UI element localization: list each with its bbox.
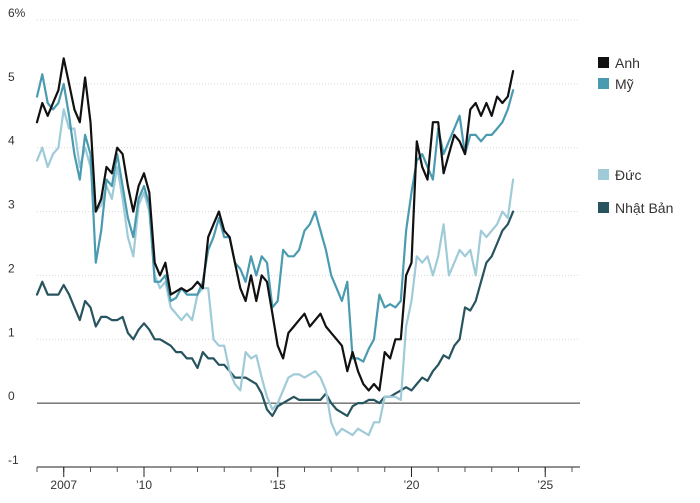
x-tick-label: 2007 xyxy=(50,478,77,492)
series-lines xyxy=(35,57,515,437)
legend-swatch xyxy=(598,78,609,89)
legend-label: Đức xyxy=(615,167,641,183)
legend-swatch xyxy=(598,57,609,68)
series-line-1 xyxy=(35,73,515,363)
legend-label: Mỹ xyxy=(615,76,634,92)
x-axis: 2007 ’10 ’15 ’20 ’25 xyxy=(36,466,580,492)
y-tick-label: 1 xyxy=(8,325,15,339)
x-tick-label: ’10 xyxy=(136,478,152,492)
y-tick-label: 0 xyxy=(8,389,15,403)
series-line-0 xyxy=(35,57,515,392)
y-axis: 6% 5 4 3 2 1 0 -1 xyxy=(8,6,26,467)
y-tick-label: 3 xyxy=(8,198,15,212)
y-tick-label: 2 xyxy=(8,261,15,275)
y-tick-label: 6% xyxy=(8,6,26,20)
x-tick-label: ’25 xyxy=(537,478,553,492)
legend-swatch xyxy=(598,202,609,213)
y-tick-label: -1 xyxy=(8,453,19,467)
y-tick-label: 4 xyxy=(8,134,15,148)
x-tick-label: ’15 xyxy=(270,478,286,492)
x-tick-label: ’20 xyxy=(403,478,419,492)
legend-label: Anh xyxy=(615,55,640,71)
legend-label: Nhật Bản xyxy=(615,200,673,216)
legend-swatch xyxy=(598,169,609,180)
series-line-2 xyxy=(35,108,515,437)
y-tick-label: 5 xyxy=(8,70,15,84)
series-line-3 xyxy=(35,210,515,417)
legend: Anh Mỹ Đức Nhật Bản xyxy=(598,55,673,216)
